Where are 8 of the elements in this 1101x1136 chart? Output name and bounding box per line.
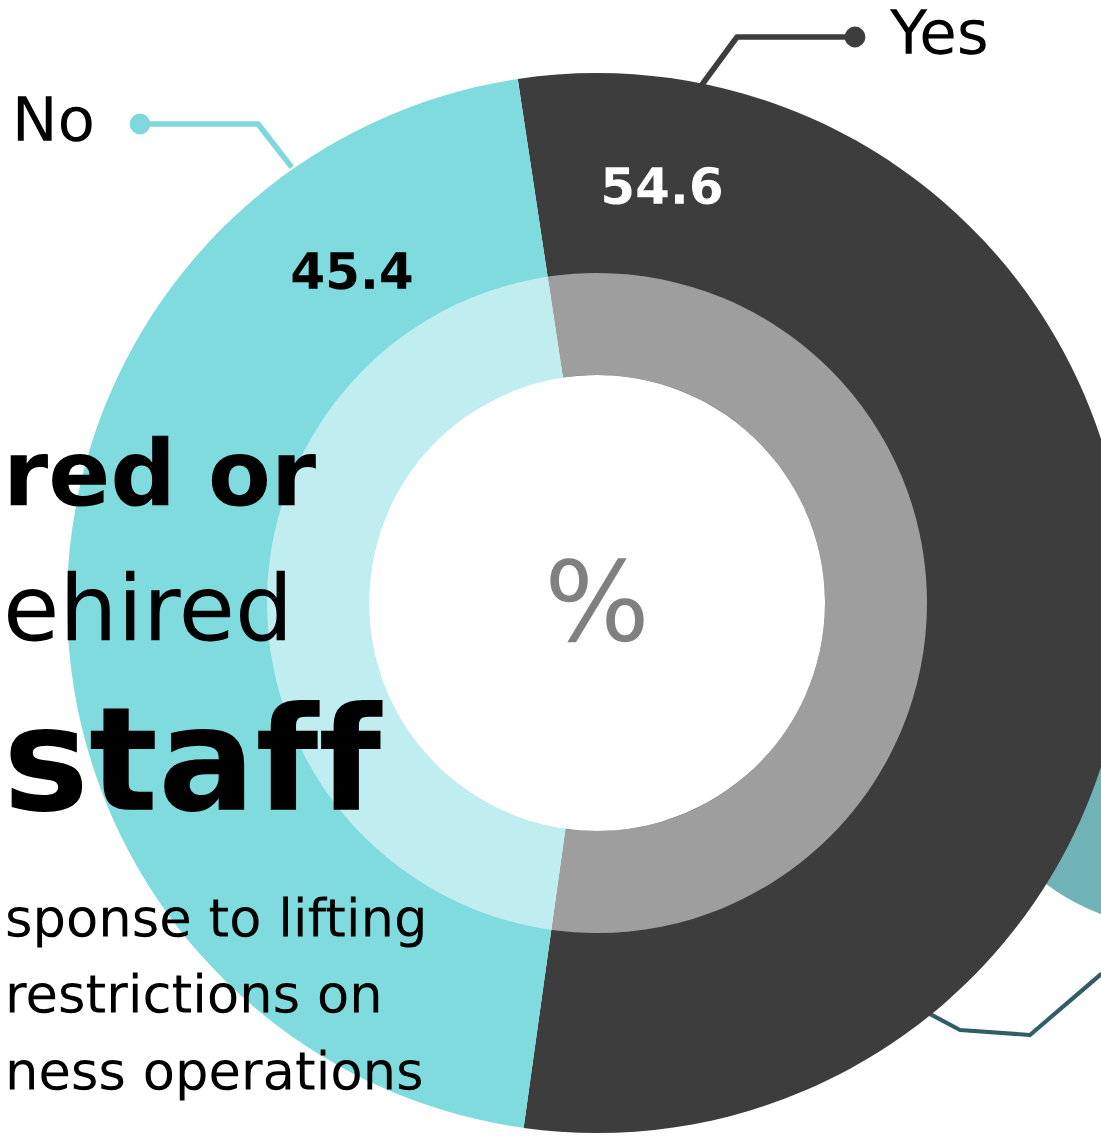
text: sponse to lifting — [7, 896, 423, 948]
text: % — [550, 558, 644, 643]
legend-label: Yes — [889, 9, 986, 55]
slice-label: No — [17, 96, 92, 142]
data-label: 54.6 — [604, 166, 721, 205]
data-label: 45.4 — [292, 252, 412, 290]
text: ness operations — [9, 1049, 422, 1101]
text: restrictions on — [9, 972, 379, 1014]
